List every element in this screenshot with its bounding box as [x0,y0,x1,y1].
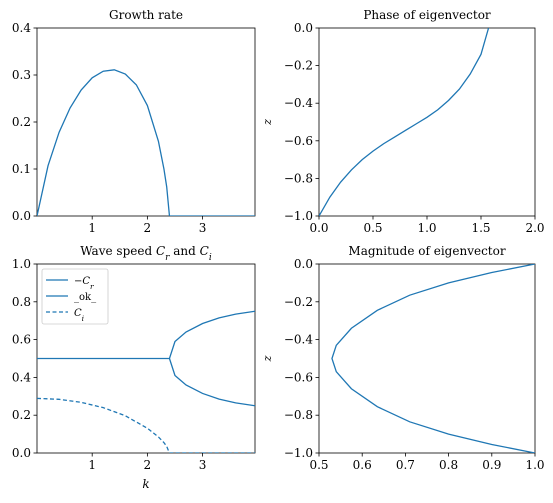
y-tick-label: 0.1 [12,162,31,176]
y-tick-label: 0.2 [12,408,31,422]
subplot-4: Magnitude of eigenvector 0.5 0.6 0.7 0.8 0.9 1… [261,244,545,472]
legend-box [41,268,109,325]
y-tick-label: 0.4 [12,370,31,384]
y-tick-label: 0.3 [12,68,31,82]
y-tick-label: −0.6 [284,134,313,148]
y-tick-label: 0.0 [294,21,313,35]
x-tick-label: 3 [199,221,207,235]
y-tick-label: 0.0 [294,257,313,271]
y-tick-label: 0.0 [12,446,31,460]
y-tick-label: −0.8 [284,408,313,422]
x-tick-label: 1.5 [471,221,490,235]
x-tick-label: 0.7 [396,458,415,472]
y-tick-label: −0.4 [284,96,314,110]
x-tick-label: 0.0 [309,221,328,235]
y-tick-label: 0.4 [12,21,31,35]
series-line-2 [168,358,255,407]
series-line-3 [37,397,255,453]
axes-frame [318,263,536,454]
subplot-title: Wave speed Cr and Ci [80,244,212,263]
x-tick-label: 2 [144,221,152,235]
y-tick-label: 1.0 [12,257,31,271]
legend-label: Ci [74,308,85,323]
y-tick-label: −1.0 [284,209,313,223]
series-line-1 [37,69,255,216]
x-tick-label: 1 [88,221,96,235]
y-tick-label: −0.2 [284,59,313,73]
subplot-1: Growth rate 1 2 3 0.0 0.1 0.2 0.3 0.4 [12,8,256,235]
axes-frame [318,27,536,217]
series-line-1 [331,264,535,453]
y-tick-label: −1.0 [284,446,313,460]
y-tick-label: 0.6 [12,333,31,347]
y-tick-label: −0.8 [284,171,313,185]
series-line-1 [37,310,255,360]
x-tick-label: 0.5 [309,458,328,472]
x-tick-label: 3 [199,458,207,472]
y-tick-label: −0.6 [284,370,313,384]
subplot-3: Wave speed Cr and Ci 1 2 3 0.0 0.2 0.4 0.6 0.8 1.… [12,244,256,491]
y-tick-label: 0.2 [12,115,31,129]
y-tick-label: 0.0 [12,209,31,223]
x-tick-label: 2 [144,458,152,472]
y-axis-label: z [261,119,274,126]
subplot-2: Phase of eigenvector 0.0 0.5 1.0 1.5 2.0 −1.0 −… [261,8,545,235]
subplot-title: Growth rate [109,8,183,22]
y-tick-label: −0.4 [284,333,314,347]
legend-label: _ok_ [74,292,96,303]
subplot-title: Magnitude of eigenvector [348,244,505,258]
subplot-title: Phase of eigenvector [363,8,491,22]
series-line-1 [319,28,490,216]
x-tick-label: 2.0 [525,221,544,235]
x-tick-label: 0.8 [439,458,458,472]
x-axis-label: k [142,477,149,491]
y-tick-label: 0.8 [12,295,31,309]
legend-label: −Cr [74,276,94,291]
x-tick-label: 0.9 [482,458,501,472]
y-axis-label: z [261,355,274,362]
x-tick-label: 1.0 [525,458,544,472]
x-tick-label: 0.6 [353,458,372,472]
y-tick-label: −0.2 [284,295,313,309]
x-tick-label: 1 [88,458,96,472]
x-tick-label: 1.0 [417,221,436,235]
axes-frame [36,27,256,217]
x-tick-label: 0.5 [363,221,382,235]
